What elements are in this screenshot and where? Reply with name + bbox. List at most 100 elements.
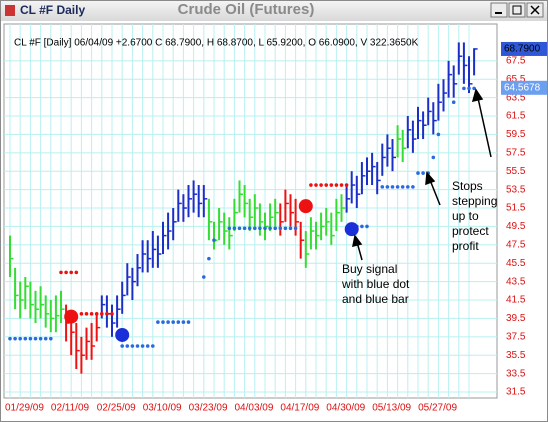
stop-dot bbox=[400, 185, 405, 189]
stop-dot bbox=[130, 344, 135, 348]
marks bbox=[8, 42, 478, 374]
y-tick-label: 59.5 bbox=[506, 129, 526, 140]
stop-dot bbox=[100, 312, 104, 316]
maximize-button[interactable] bbox=[508, 2, 526, 18]
x-tick-label: 03/23/09 bbox=[189, 403, 228, 414]
stop-dot bbox=[49, 336, 53, 341]
stop-dot bbox=[390, 185, 395, 189]
x-tick-label: 04/03/09 bbox=[235, 403, 274, 414]
stop-dot bbox=[472, 86, 476, 91]
stop-dot bbox=[406, 185, 410, 189]
stop-dot bbox=[202, 275, 206, 279]
stop-dot bbox=[360, 224, 364, 229]
stop-dot bbox=[411, 185, 415, 189]
stop-dot bbox=[451, 100, 456, 105]
stop-dot bbox=[309, 183, 313, 187]
y-tick-label: 39.5 bbox=[506, 313, 526, 324]
stop-dot bbox=[156, 320, 160, 324]
signal-dot bbox=[298, 199, 313, 214]
stop-dot bbox=[110, 312, 114, 316]
y-tick-label: 63.5 bbox=[506, 92, 526, 103]
stop-dot bbox=[207, 256, 211, 261]
stop-dot bbox=[59, 270, 63, 275]
stop-dot bbox=[242, 226, 247, 231]
stop-dot bbox=[380, 185, 385, 189]
stop-dot bbox=[23, 336, 28, 341]
arrow bbox=[429, 179, 441, 206]
window-title: CL #F Daily bbox=[20, 3, 85, 17]
stop-dot bbox=[79, 312, 84, 316]
stop-dot bbox=[278, 226, 283, 231]
stop-dot bbox=[181, 320, 186, 324]
y-tick-label: 55.5 bbox=[506, 166, 526, 177]
y-tick-label: 37.5 bbox=[506, 331, 526, 342]
annotation: stepping bbox=[452, 194, 497, 208]
stop-dot bbox=[395, 185, 400, 189]
stop-dot bbox=[467, 86, 471, 91]
annotation: Stops bbox=[452, 179, 483, 193]
close-icon bbox=[530, 5, 540, 15]
app-icon bbox=[5, 5, 15, 16]
y-tick-label: 47.5 bbox=[506, 239, 526, 250]
annotation: with blue dot bbox=[341, 277, 410, 291]
x-tick-label: 01/29/09 bbox=[5, 403, 44, 414]
stop-dot bbox=[314, 183, 318, 187]
arrow bbox=[477, 97, 492, 158]
stop-dot bbox=[161, 320, 165, 324]
x-tick-label: 03/10/09 bbox=[143, 403, 182, 414]
stop-dot bbox=[125, 344, 130, 348]
y-tick-label: 51.5 bbox=[506, 203, 526, 214]
y-tick-label: 45.5 bbox=[506, 258, 526, 269]
x-tick-label: 05/13/09 bbox=[372, 403, 411, 414]
stop-dot bbox=[84, 312, 89, 316]
y-tick-label: 57.5 bbox=[506, 147, 526, 158]
stop-dot bbox=[64, 270, 68, 275]
x-tick-label: 04/30/09 bbox=[326, 403, 365, 414]
stop-dot bbox=[171, 320, 175, 324]
stop-dot bbox=[247, 226, 252, 231]
stop-dot bbox=[18, 336, 23, 341]
y-tick-label: 33.5 bbox=[506, 368, 526, 379]
y-tick-label: 67.5 bbox=[506, 55, 526, 66]
x-tick-label: 02/25/09 bbox=[97, 403, 136, 414]
y-tick-label: 49.5 bbox=[506, 221, 526, 232]
stop-dot bbox=[421, 171, 425, 175]
x-tick-label: 04/17/09 bbox=[280, 403, 319, 414]
maximize-icon bbox=[512, 5, 522, 15]
y-tick-label: 43.5 bbox=[506, 276, 526, 287]
stop-dot bbox=[339, 183, 344, 187]
stop-dot bbox=[43, 336, 48, 341]
annotation: profit bbox=[452, 239, 479, 253]
stop-dot bbox=[324, 183, 329, 187]
y-tick-label: 53.5 bbox=[506, 184, 526, 195]
arrow-head bbox=[425, 171, 436, 186]
signal-dot bbox=[64, 309, 79, 324]
chart-heading: Crude Oil (Futures) bbox=[178, 1, 315, 18]
stop-dot bbox=[120, 344, 124, 348]
stop-dot bbox=[227, 226, 232, 231]
stop-dot bbox=[176, 320, 181, 324]
stop-dot bbox=[273, 226, 278, 231]
stop-dot bbox=[385, 185, 390, 189]
stop-dot bbox=[344, 183, 349, 187]
stop-dot bbox=[365, 224, 369, 229]
stop-dot bbox=[13, 336, 17, 341]
stop-dot bbox=[258, 226, 262, 231]
stop-dot bbox=[145, 344, 150, 348]
stop-dot bbox=[33, 336, 38, 341]
minimize-button[interactable] bbox=[490, 2, 508, 18]
stop-dot bbox=[105, 312, 109, 316]
stop-dot bbox=[151, 344, 155, 348]
stop-dot bbox=[89, 312, 94, 316]
price-label-box bbox=[501, 41, 547, 56]
stop-dot bbox=[288, 226, 293, 231]
stop-dot bbox=[436, 132, 441, 137]
x-tick-label: 02/11/09 bbox=[51, 403, 90, 414]
stop-dot bbox=[8, 336, 12, 341]
stop-dot bbox=[319, 183, 323, 187]
arrows bbox=[352, 88, 492, 261]
price-label-box bbox=[501, 80, 547, 95]
stop-dot bbox=[28, 336, 33, 341]
stop-dot bbox=[186, 320, 191, 324]
signal-dot bbox=[344, 222, 359, 237]
